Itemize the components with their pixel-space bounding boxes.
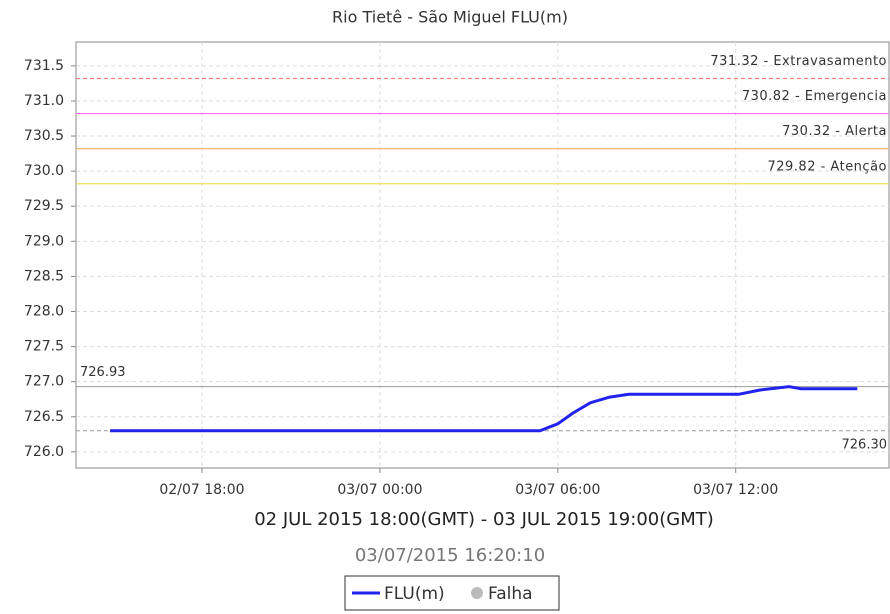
y-tick-label: 729.5 bbox=[24, 198, 64, 214]
y-tick-label: 730.5 bbox=[24, 128, 64, 144]
threshold-label: 730.82 - Emergencia bbox=[742, 89, 887, 104]
subtitle: 02 JUL 2015 18:00(GMT) - 03 JUL 2015 19:… bbox=[254, 509, 714, 530]
y-tick-label: 731.0 bbox=[24, 93, 64, 109]
threshold-label: 730.32 - Alerta bbox=[782, 124, 887, 139]
legend-label: FLU(m) bbox=[384, 584, 445, 604]
legend-label: Falha bbox=[488, 584, 533, 604]
y-tick-label: 727.5 bbox=[24, 339, 64, 355]
threshold-label: 729.82 - Atenção bbox=[767, 159, 887, 174]
legend-swatch bbox=[471, 587, 483, 599]
legend-box bbox=[344, 575, 560, 611]
chart-title: Rio Tietê - São Miguel FLU(m) bbox=[332, 8, 568, 27]
y-tick-label: 729.0 bbox=[24, 233, 64, 249]
plot-frame bbox=[75, 41, 890, 469]
x-tick-label: 02/07 18:00 bbox=[159, 482, 244, 498]
timestamp: 03/07/2015 16:20:10 bbox=[355, 545, 545, 566]
reference-label: 726.93 bbox=[80, 365, 126, 380]
y-tick-label: 730.0 bbox=[24, 163, 64, 179]
x-tick-label: 03/07 12:00 bbox=[693, 482, 778, 498]
y-tick-label: 727.0 bbox=[24, 374, 64, 390]
y-tick-label: 728.5 bbox=[24, 268, 64, 284]
series-line bbox=[110, 385, 858, 433]
y-tick-label: 731.5 bbox=[24, 58, 64, 74]
threshold-label: 731.32 - Extravasamento bbox=[710, 54, 887, 69]
x-tick-label: 03/07 06:00 bbox=[515, 482, 600, 498]
y-tick-label: 726.0 bbox=[24, 444, 64, 460]
reference-label: 726.30 bbox=[842, 437, 888, 452]
x-tick-label: 03/07 00:00 bbox=[337, 482, 422, 498]
y-tick-label: 728.0 bbox=[24, 303, 64, 319]
y-tick-label: 726.5 bbox=[24, 409, 64, 425]
